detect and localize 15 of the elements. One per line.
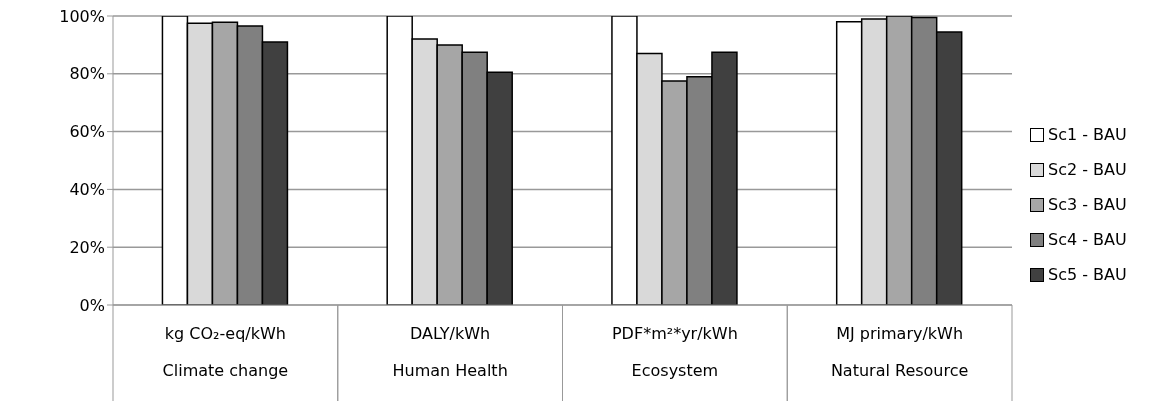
y-tick-label: 80%	[69, 64, 105, 84]
y-tick-label: 100%	[59, 6, 105, 26]
legend-label: Sc3 - BAU	[1048, 195, 1127, 214]
y-tick-label: 40%	[69, 180, 105, 200]
x-tick-label: DALY/kWh Human Health	[392, 324, 508, 380]
y-tick-label: 60%	[69, 122, 105, 142]
legend-label: Sc2 - BAU	[1048, 160, 1127, 179]
x-tick-label: PDF*m²*yr/kWh Ecosystem	[611, 324, 738, 380]
y-tick-label: 20%	[69, 237, 105, 257]
y-tick-label: 0%	[79, 295, 105, 315]
legend-label: Sc5 - BAU	[1048, 265, 1127, 284]
legend-label: Sc4 - BAU	[1048, 230, 1127, 249]
x-tick-label: MJ primary/kWh Natural Resource	[830, 324, 969, 380]
x-tick-label: kg CO₂-eq/kWh Climate change	[162, 324, 289, 380]
legend-label: Sc1 - BAU	[1048, 125, 1127, 144]
